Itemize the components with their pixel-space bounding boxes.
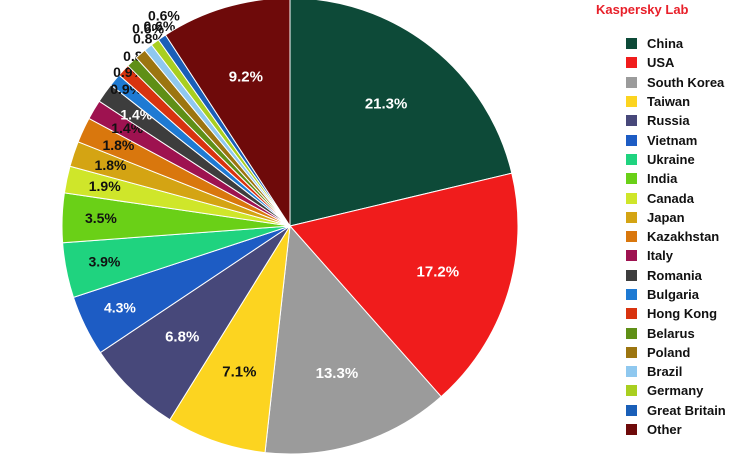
- slice-label-russia: 6.8%: [165, 328, 199, 345]
- legend-item-india: India: [626, 169, 726, 188]
- legend-label: Other: [647, 422, 682, 438]
- slice-china: [289, 0, 513, 227]
- brand-label: Kaspersky Lab: [596, 2, 689, 17]
- legend-item-canada: Canada: [626, 188, 726, 207]
- legend-swatch: [626, 231, 637, 243]
- slice-label-canada: 1.9%: [89, 178, 121, 194]
- slice-label-japan: 1.8%: [95, 157, 127, 173]
- legend-swatch: [626, 269, 637, 281]
- slice-label-taiwan: 7.1%: [222, 363, 256, 380]
- slice-label-vietnam: 4.3%: [104, 300, 136, 316]
- legend-item-poland: Poland: [626, 343, 726, 362]
- legend-swatch: [626, 211, 637, 223]
- legend-item-china: China: [626, 34, 726, 53]
- legend-label: Ukraine: [647, 151, 695, 167]
- legend-label: South Korea: [647, 74, 725, 90]
- legend-label: Italy: [647, 248, 674, 264]
- slice-label-brazil: 0.6%: [132, 21, 164, 37]
- legend-label: Belarus: [647, 325, 695, 341]
- legend-swatch: [626, 385, 637, 397]
- legend-label: India: [647, 171, 678, 187]
- legend-item-ukraine: Ukraine: [626, 150, 726, 169]
- legend-item-japan: Japan: [626, 208, 726, 227]
- legend-swatch: [626, 115, 637, 127]
- legend-item-bulgaria: Bulgaria: [626, 285, 726, 304]
- legend-item-russia: Russia: [626, 111, 726, 130]
- legend-swatch: [626, 404, 637, 416]
- legend-swatch: [626, 250, 637, 262]
- legend-swatch: [626, 192, 637, 204]
- legend-label: Poland: [647, 344, 691, 360]
- slice-label-ukraine: 3.9%: [88, 254, 120, 270]
- slice-label-great-britain: 0.6%: [148, 7, 180, 23]
- legend-item-taiwan: Taiwan: [626, 92, 726, 111]
- legend-label: Japan: [647, 209, 685, 225]
- legend-label: Great Britain: [647, 402, 726, 418]
- slice-taiwan: [169, 225, 291, 454]
- slice-usa: [289, 172, 519, 398]
- legend-label: Canada: [647, 190, 694, 206]
- slice-label-kazakhstan: 1.8%: [102, 137, 134, 153]
- legend-swatch: [626, 134, 637, 146]
- legend-label: Germany: [647, 383, 704, 399]
- legend-swatch: [626, 424, 637, 436]
- legend-label: USA: [647, 55, 675, 71]
- legend-item-italy: Italy: [626, 246, 726, 265]
- legend-label: Bulgaria: [647, 287, 700, 302]
- legend-item-great-britain: Great Britain: [626, 401, 726, 420]
- slice-label-china: 21.3%: [365, 95, 408, 112]
- legend-item-belarus: Belarus: [626, 323, 726, 342]
- legend-label: Russia: [647, 113, 690, 129]
- legend-item-south-korea: South Korea: [626, 73, 726, 92]
- legend-swatch: [626, 76, 637, 88]
- slice-label-india: 3.5%: [85, 210, 117, 226]
- legend-swatch: [626, 327, 637, 339]
- legend-item-germany: Germany: [626, 381, 726, 400]
- legend-item-vietnam: Vietnam: [626, 130, 726, 149]
- legend-item-kazakhstan: Kazakhstan: [626, 227, 726, 246]
- legend-swatch: [626, 57, 637, 69]
- legend-item-hong-kong: Hong Kong: [626, 304, 726, 323]
- legend-swatch: [626, 173, 637, 185]
- legend-swatch: [626, 346, 637, 358]
- legend: China USA South Korea Taiwan Russia Vietnam Uk…: [626, 34, 726, 439]
- legend-label: Brazil: [647, 364, 683, 380]
- legend-label: Kazakhstan: [647, 229, 720, 245]
- legend-swatch: [626, 366, 637, 378]
- legend-swatch: [626, 153, 637, 165]
- legend-label: China: [647, 36, 684, 52]
- legend-label: Romania: [647, 267, 702, 283]
- legend-item-usa: USA: [626, 53, 726, 72]
- slice-label-other: 9.2%: [229, 68, 263, 85]
- slice-label-south-korea: 13.3%: [316, 365, 359, 382]
- slice-label-usa: 17.2%: [417, 264, 460, 281]
- slice-south-korea: [264, 224, 442, 455]
- legend-item-other: Other: [626, 420, 726, 439]
- legend-item-brazil: Brazil: [626, 362, 726, 381]
- legend-item-romania: Romania: [626, 266, 726, 285]
- legend-label: Taiwan: [647, 94, 691, 110]
- legend-label: Vietnam: [647, 132, 698, 148]
- slice-other: [164, 0, 291, 228]
- legend-swatch: [626, 308, 637, 320]
- legend-swatch: [626, 96, 637, 108]
- legend-swatch: [626, 38, 637, 50]
- slice-label-germany: 0.6%: [143, 18, 175, 34]
- legend-label: Hong Kong: [647, 306, 718, 322]
- legend-swatch: [626, 289, 637, 300]
